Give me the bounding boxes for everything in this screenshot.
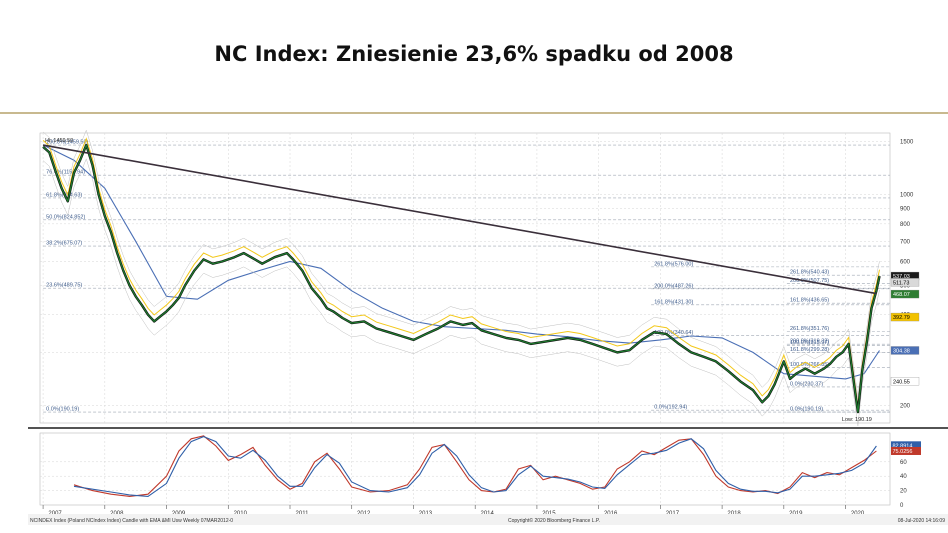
grid — [28, 132, 948, 506]
price-series: Hi: 1459.50 Low: 190.19 — [42, 129, 881, 426]
price-tag-label: 304.38 — [893, 348, 910, 354]
oscillator-tick-label: 0 — [900, 503, 904, 509]
fibonacci-label: 0.0%(192.94) — [654, 405, 687, 411]
y-tick-label: 700 — [900, 239, 911, 245]
price-tag — [890, 377, 920, 386]
fibonacci-label: 161.8%(431.30) — [654, 299, 693, 305]
price-tag-label: 511.73 — [893, 280, 909, 286]
trendline — [42, 144, 877, 295]
fibonacci-label: 261.8%(351.76) — [790, 326, 829, 332]
envelope-upper-line — [42, 129, 880, 398]
y-tick-label: 200 — [900, 404, 911, 410]
fibonacci-levels: 100.0%(1459.50)76.4%(1159.94)61.8%(974.6… — [43, 140, 890, 413]
fibonacci-label: 100.0%(1459.50) — [46, 140, 88, 146]
price-tag — [890, 312, 920, 322]
y-tick-label: 600 — [900, 260, 911, 266]
chart-background — [28, 125, 948, 525]
slide-title: NC Index: Zniesienie 23,6% spadku od 200… — [214, 42, 734, 66]
fibonacci-label: 261.8%(540.43) — [790, 270, 829, 276]
fibonacci-label: 0.0%(190.19) — [46, 407, 79, 413]
fibonacci-label: 76.4%(1159.94) — [46, 170, 85, 176]
price-tag — [890, 289, 920, 299]
y-tick-label: 900 — [900, 206, 911, 212]
band-line — [42, 137, 880, 406]
low-annotation: Low: 190.19 — [842, 417, 872, 423]
y-tick-label: 1000 — [900, 193, 914, 199]
y-tick-label: 800 — [900, 222, 911, 228]
fibonacci-label: 0.0%(230.37) — [790, 381, 823, 387]
nc-index-chart: 100.0%(1459.50)76.4%(1159.94)61.8%(974.6… — [28, 125, 948, 525]
fibonacci-label: 50.0%(824.852) — [46, 214, 85, 220]
oscillator-tick-label: 20 — [900, 489, 907, 495]
price-tag — [890, 346, 920, 355]
oscillator-panel — [73, 435, 877, 497]
oscillator-tag-label: 75.0256 — [893, 449, 913, 455]
footer-strip — [28, 514, 948, 525]
price-tag-label: 468.07 — [893, 292, 910, 298]
oscillator-tick-label: 40 — [900, 474, 907, 480]
fibonacci-label: 23.6%(489.75) — [46, 283, 82, 289]
price-panel-frame — [39, 132, 891, 424]
fibonacci-label: 100.0%(266.85) — [790, 362, 829, 368]
price-tag-label: 392.79 — [893, 315, 910, 321]
fibonacci-label: 100.0%(315.97) — [790, 340, 829, 346]
price-tag-label: 240.55 — [893, 379, 910, 385]
title-divider — [0, 112, 948, 114]
fibonacci-label: 161.8%(299.28) — [790, 347, 829, 353]
oscillator-tag — [891, 441, 921, 450]
fibonacci-label: 38.2%(675.07) — [46, 241, 82, 247]
fibonacci-label: 0.0%(190.19) — [790, 407, 823, 413]
footer-source: NCINDEX Index (Poland NCIndex Index) Can… — [30, 518, 233, 524]
fibonacci-label: 200.0%(487.26) — [654, 283, 693, 289]
footer-date: 08-Jul-2020 14:16:09 — [898, 518, 945, 524]
oscillator-line — [73, 435, 877, 497]
price-line — [42, 144, 881, 413]
price-tag-label: 537.03 — [893, 274, 910, 280]
oscillator-tick-label: 60 — [900, 460, 907, 466]
envelope-lower-line — [42, 158, 880, 426]
high-annotation: Hi: 1459.50 — [45, 138, 73, 144]
price-tag — [890, 278, 920, 287]
y-tick-label: 1500 — [900, 139, 914, 145]
oscillator-tag — [891, 446, 921, 455]
fibonacci-label: 161.8%(436.65) — [790, 298, 829, 304]
oscillator-line — [73, 436, 877, 497]
oscillator-tag-label: 82.8914 — [893, 443, 913, 449]
fibonacci-label: 200.0%(319.32) — [790, 339, 829, 345]
moving-average-line — [42, 144, 880, 380]
chart-footer: NCINDEX Index (Poland NCIndex Index) Can… — [28, 514, 948, 525]
footer-copyright: Copyright© 2020 Bloomberg Finance L.P. — [508, 517, 600, 524]
fibonacci-label: 261.8%(576.00) — [654, 261, 693, 267]
